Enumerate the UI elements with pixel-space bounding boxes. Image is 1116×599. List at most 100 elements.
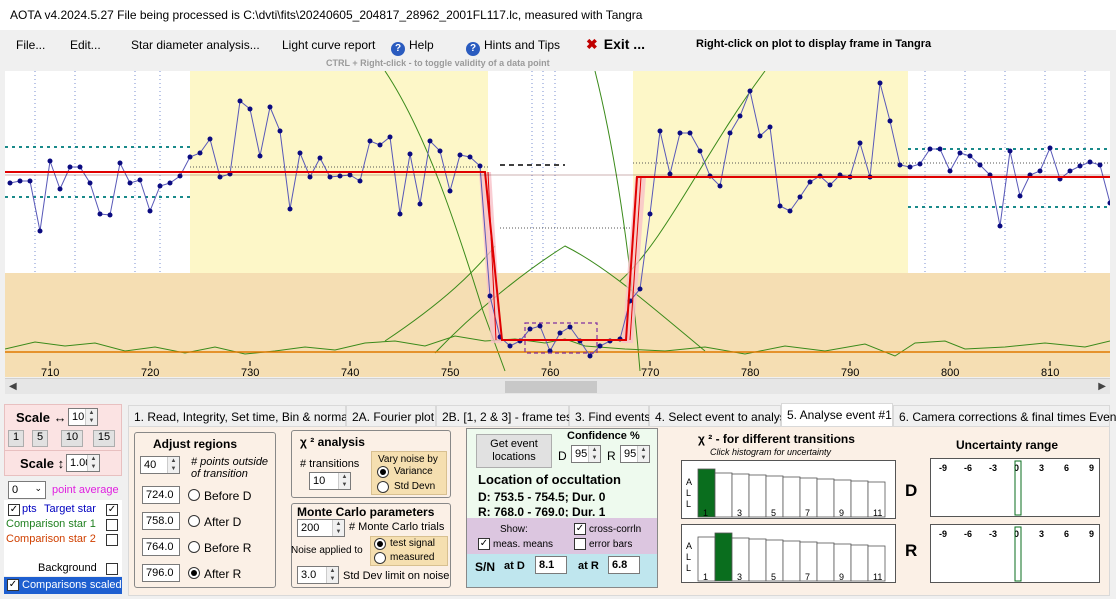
menu-star-diameter[interactable]: Star diameter analysis... [131,38,260,52]
scale-v-input[interactable]: 1.00 ▲ ▼ [66,454,100,472]
comp1-label: Comparison star 1 [6,518,96,530]
histogram-bar[interactable] [748,474,767,518]
x-tick-label: 750 [441,367,459,377]
measured-radio[interactable] [374,552,386,564]
confidence-r-value: 95 [624,448,637,460]
points-average-select[interactable]: 0 ⌄ [8,481,46,499]
sn-at-d-label: at D [504,560,525,572]
variance-radio[interactable] [377,466,389,478]
menu-light-curve-report[interactable]: Light curve report [282,38,376,52]
scroll-thumb[interactable] [505,381,597,393]
after-d-text: 758.0 [146,515,174,527]
tab-analyse-event[interactable]: 5. Analyse event #1 [781,403,893,428]
uncertainty-d: -9 -6 -3 0 3 6 9 [930,458,1100,517]
cross-corr-checkbox[interactable]: ✓ [574,523,586,535]
scale-h-input[interactable]: 10.0 ▲ ▼ [68,408,98,426]
points-outside-input[interactable]: 40 ▲ ▼ [140,456,180,474]
tab-frame-test[interactable]: 2B. [1, 2 & 3] - frame test [436,405,575,427]
comp1-checkbox[interactable] [106,519,118,531]
light-curve-plot[interactable]: 710 720 730 740 750 760 770 780 790 800 810 [5,71,1110,377]
tab-strip: 1. Read, Integrity, Set time, Bin & norm… [128,403,1116,428]
histogram-tick-label: 3 [737,572,742,582]
scroll-right-icon[interactable]: ▶ [1098,381,1106,392]
histogram-bar[interactable] [850,544,869,582]
comparisons-scaled-checkbox[interactable]: ✓ [7,579,19,591]
histogram-bar[interactable] [714,472,733,518]
before-r-radio[interactable] [188,541,200,553]
scale-button-5[interactable]: 5 [32,430,48,447]
plot-scrollbar[interactable]: ◀ ▶ [5,378,1110,394]
stddev-limit-label: Std Dev limit on noise [343,570,450,582]
tab-find-events[interactable]: 3. Find events [569,405,650,427]
confidence-r-input[interactable]: 95 ▲ ▼ [620,445,650,463]
menu-hints-label: Hints and Tips [484,38,561,52]
histogram-bar[interactable] [867,545,886,582]
histogram-bar[interactable] [714,532,733,582]
comp2-checkbox[interactable] [106,534,118,546]
tab-read[interactable]: 1. Read, Integrity, Set time, Bin & norm… [128,405,366,427]
spin-arrows-icon[interactable]: ▲ ▼ [338,473,350,489]
histogram-bar[interactable] [816,478,835,518]
test-signal-label: test signal [390,538,436,549]
target-star-checkbox[interactable]: ✓ [106,504,118,516]
measured-label: measured [390,552,435,563]
histogram-bar[interactable] [816,542,835,582]
tab-camera-corrections[interactable]: 6. Camera corrections & final times Even… [893,405,1116,427]
histogram-bar[interactable] [782,540,801,582]
spin-arrows-icon[interactable]: ▲ ▼ [167,457,179,473]
spin-arrows-icon[interactable]: ▲ ▼ [326,567,338,583]
histogram-d[interactable]: A L L 1 3 5 7 9 11 [681,460,896,519]
histogram-tick-label: 1 [703,572,708,582]
vary-noise-label: Vary noise by [378,454,438,465]
uncertainty-tick-label: -6 [964,529,972,539]
spin-arrows-icon[interactable]: ▲ ▼ [637,446,649,462]
tab-fourier[interactable]: 2A. Fourier plot [346,405,436,427]
after-d-radio[interactable] [188,515,200,527]
scroll-left-icon[interactable]: ◀ [9,381,17,392]
sn-d-value: 8.1 [535,556,567,574]
scale-button-1[interactable]: 1 [8,430,24,447]
menu-help[interactable]: ? Help [391,38,434,56]
histogram-bar[interactable] [782,476,801,518]
spin-arrows-icon[interactable]: ▲ ▼ [588,446,600,462]
histogram-all-label: A [686,477,692,487]
x-tick-label: 780 [741,367,759,377]
get-event-locations-button[interactable]: Get event locations [476,434,552,468]
stddev-limit-input[interactable]: 3.0 ▲ ▼ [297,566,339,584]
transitions-value: 10 [313,475,326,487]
uncertainty-tick-label: 0 [1014,463,1019,473]
background-checkbox[interactable] [106,563,118,575]
tab-select-event[interactable]: 4. Select event to analyse [649,405,792,427]
spin-arrows-icon[interactable]: ▲ ▼ [85,409,97,425]
scale-button-15[interactable]: 15 [93,430,115,447]
histogram-bar[interactable] [867,481,886,518]
meas-means-checkbox[interactable]: ✓ [478,538,490,550]
histogram-r[interactable]: A L L 1 3 5 7 9 11 [681,524,896,583]
spin-arrows-icon[interactable]: ▲ ▼ [332,520,344,536]
after-r-radio[interactable] [188,567,200,579]
error-bars-checkbox[interactable] [574,538,586,550]
stddev-radio[interactable] [377,481,389,493]
transitions-input[interactable]: 10 ▲ ▼ [309,472,351,490]
confidence-d-input[interactable]: 95 ▲ ▼ [571,445,601,463]
histogram-bar[interactable] [748,538,767,582]
comparisons-scaled-row[interactable] [4,577,122,594]
sn-at-r-label: at R [578,560,599,572]
histogram-bar[interactable] [850,480,869,518]
trials-input[interactable]: 200 ▲ ▼ [297,519,345,537]
menu-exit[interactable]: ✖ Exit ... [586,36,645,53]
test-signal-radio[interactable] [374,538,386,550]
before-d-radio[interactable] [188,489,200,501]
spin-arrows-icon[interactable]: ▲ ▼ [87,455,99,471]
points-checkbox[interactable]: ✓ [8,504,20,516]
menu-edit[interactable]: Edit... [70,38,101,52]
menu-hints[interactable]: ? Hints and Tips [466,38,560,56]
menu-file[interactable]: File... [16,38,46,52]
monte-carlo-title: Monte Carlo parameters [297,505,435,519]
light-curve-svg[interactable]: 710 720 730 740 750 760 770 780 790 800 810 [5,71,1110,377]
transitions-label: # transitions [300,458,360,470]
scale-button-10[interactable]: 10 [61,430,83,447]
cross-corr-label: cross-corrln [589,524,642,535]
